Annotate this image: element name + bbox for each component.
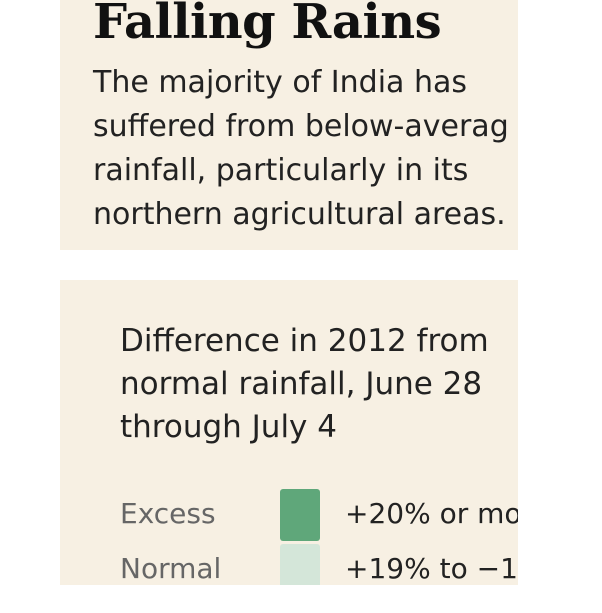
legend-range: +19% to −19% <box>345 552 518 585</box>
headline: Falling Rains <box>93 0 442 50</box>
legend-panel: Difference in 2012 from normal rainfall,… <box>60 280 518 585</box>
legend-label: Excess <box>120 497 216 530</box>
legend-range: +20% or mor <box>345 497 518 530</box>
header-panel: Falling Rains The majority of India has … <box>60 0 518 250</box>
dek-text: The majority of India has suffered from … <box>93 65 509 232</box>
legend-item-normal: Normal +19% to −19% <box>60 542 518 585</box>
legend-swatch-excess <box>280 489 320 541</box>
legend-item-excess: Excess +20% or mor <box>60 487 518 541</box>
legend-label: Normal <box>120 552 222 585</box>
legend-title: Difference in 2012 from normal rainfall,… <box>120 323 489 445</box>
legend-swatch-normal <box>280 544 320 585</box>
